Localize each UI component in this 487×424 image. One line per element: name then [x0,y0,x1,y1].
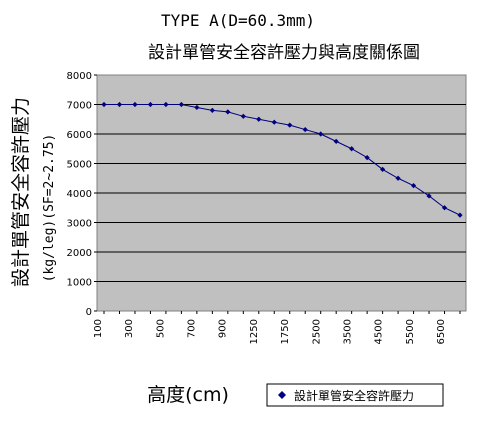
x-tick-label: 1250 [249,319,260,344]
data-point [380,166,386,172]
data-point [240,113,246,119]
y-axis-ticks: 0 1000 2000 3000 4000 5000 6000 7000 8000 [67,71,97,318]
data-point [410,183,417,189]
y-axis-sublabel: (kg/leg)(SF=2~2.75) [42,134,57,283]
data-point [395,175,401,181]
y-axis-label: 設計單管安全容許壓力 [10,97,32,287]
y-tick-label: 4000 [67,189,92,200]
data-point [287,122,293,128]
data-point [209,107,215,113]
x-tick-label: 2500 [311,319,322,344]
grid-lines [97,104,466,282]
x-tick-label: 3500 [342,319,353,344]
x-tick-label: 4500 [374,319,385,344]
x-tick-label: 6500 [436,319,447,344]
data-point [147,101,154,108]
y-tick-label: 1000 [67,278,92,289]
data-point [441,205,448,211]
data-point [132,101,138,108]
data-point [194,104,200,111]
y-tick-label: 3000 [67,219,92,230]
data-point [333,138,339,144]
x-tick-label: 300 [124,319,135,338]
legend-marker-icon [278,391,286,399]
series-line [101,101,463,218]
chart-title: TYPE A(D=60.3mm) [161,11,315,30]
data-point [318,131,324,137]
data-point [116,101,123,108]
data-point [457,212,463,218]
chart-subtitle: 設計單管安全容許壓力與高度關係圖 [148,43,420,63]
legend-box [266,383,444,407]
y-tick-label: 7000 [67,101,92,112]
legend-label: 設計單管安全容許壓力 [294,388,414,403]
y-tick-label: 8000 [67,71,92,82]
x-axis-ticks: 100 300 500 700 900 1250 1750 2500 3500 4500 5500 6… [93,311,461,344]
x-tick-label: 100 [93,319,104,338]
y-tick-label: 6000 [67,130,92,141]
data-point [271,119,277,125]
x-axis-label: 高度(cm) [147,384,229,406]
y-tick-label: 2000 [67,248,92,259]
data-point [163,101,169,108]
data-point [349,146,355,152]
x-tick-label: 700 [187,319,198,338]
data-point [101,101,107,108]
data-point [364,155,370,161]
data-point [225,109,231,115]
data-point [178,101,184,108]
y-tick-label: 5000 [67,160,92,171]
x-tick-label: 1750 [280,319,291,344]
x-tick-label: 900 [218,319,229,338]
y-tick-label: 0 [86,307,92,318]
data-point [426,193,432,199]
legend: 設計單管安全容許壓力 [266,383,444,407]
x-tick-label: 500 [155,319,166,338]
x-tick-label: 5500 [405,319,416,344]
data-point [256,116,262,122]
data-point [302,126,308,133]
